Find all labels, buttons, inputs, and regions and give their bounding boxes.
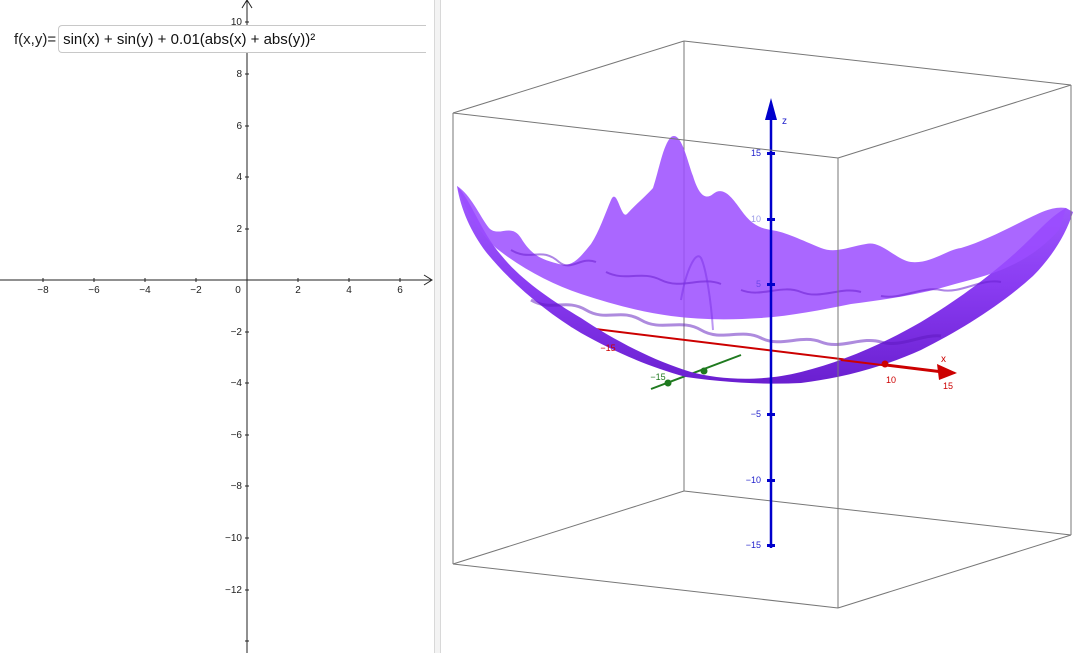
x-axis-3d-tick [881, 360, 889, 368]
y-tick-label: −10 [225, 533, 242, 544]
x-tick-label-3d: 15 [943, 381, 953, 391]
y-tick-labels: 10 8 6 4 2 −2 −4 −6 −8 −10 −12 [225, 17, 242, 596]
x-tick-marks [42, 278, 401, 282]
y-tick-label: −2 [231, 327, 243, 338]
origin-label: 0 [235, 285, 241, 296]
x-tick-label: −8 [37, 285, 49, 296]
x-tick-label: 4 [346, 285, 352, 296]
x-tick-labels: −8 −6 −4 −2 0 2 4 6 [37, 285, 403, 296]
y-axis-arrow [241, 0, 253, 9]
y-tick-label: 6 [236, 121, 242, 132]
y-tick-label: 2 [236, 224, 242, 235]
z-tick-label: −15 [746, 540, 761, 550]
z-tick-label: 5 [756, 279, 761, 289]
z-axis-3d-arrow [765, 98, 777, 120]
y-tick-label: −4 [231, 378, 243, 389]
y-tick-label: 10 [231, 17, 243, 28]
graphics-2d-view[interactable]: −8 −6 −4 −2 0 2 4 6 10 8 6 4 2 −2 −4 −6 [0, 0, 434, 653]
x-tick-label: 2 [295, 285, 301, 296]
clipping-box-back [452, 40, 1072, 565]
x-tick-label: −2 [190, 285, 202, 296]
graphics-3d-view[interactable]: 15 10 5 −5 −10 −15 z −15 10 15 x −15 [441, 0, 1082, 653]
y-axis-3d-tick [700, 367, 708, 375]
x-tick-label-3d: −15 [600, 343, 615, 353]
z-axis-3d-labels: 15 10 5 −5 −10 −15 [746, 148, 761, 550]
y-tick-label-3d: −15 [650, 372, 665, 382]
function-input[interactable]: sin(x) + sin(y) + 0.01(abs(x) + abs(y))² [58, 25, 427, 53]
y-tick-label: −6 [231, 430, 243, 441]
z-tick-label: −10 [746, 475, 761, 485]
y-tick-label: 8 [236, 69, 242, 80]
x-axis-arrow [423, 274, 433, 286]
y-tick-label: 4 [236, 172, 242, 183]
z-axis-label: z [782, 116, 787, 127]
function-label: f(x,y)= [14, 30, 57, 48]
x-axis-3d-front [840, 359, 940, 373]
x-axis-3d-labels: −15 10 15 [600, 343, 953, 391]
function-surface[interactable] [457, 135, 1073, 384]
algebra-input-row: f(x,y)= sin(x) + sin(y) + 0.01(abs(x) + … [14, 24, 427, 54]
z-axis-3d-ticks [767, 152, 775, 547]
view-splitter[interactable] [434, 0, 441, 653]
x-axis-3d-arrow [937, 364, 957, 380]
z-tick-label: 10 [751, 214, 761, 224]
y-axis-3d-tick [664, 379, 672, 387]
x-tick-label-3d: 10 [886, 375, 896, 385]
graphics-2d-canvas[interactable]: −8 −6 −4 −2 0 2 4 6 10 8 6 4 2 −2 −4 −6 [0, 0, 434, 653]
clipping-box-front [452, 84, 1072, 609]
y-tick-label: −8 [231, 481, 243, 492]
y-tick-marks [245, 21, 249, 642]
z-tick-label: −5 [751, 409, 761, 419]
z-tick-label: 15 [751, 148, 761, 158]
x-tick-label: −4 [139, 285, 151, 296]
x-tick-label: −6 [88, 285, 100, 296]
y-tick-label: −12 [225, 585, 242, 596]
x-tick-label: 6 [397, 285, 403, 296]
graphics-3d-canvas[interactable]: 15 10 5 −5 −10 −15 z −15 10 15 x −15 [441, 0, 1082, 653]
x-axis-label: x [941, 354, 946, 365]
